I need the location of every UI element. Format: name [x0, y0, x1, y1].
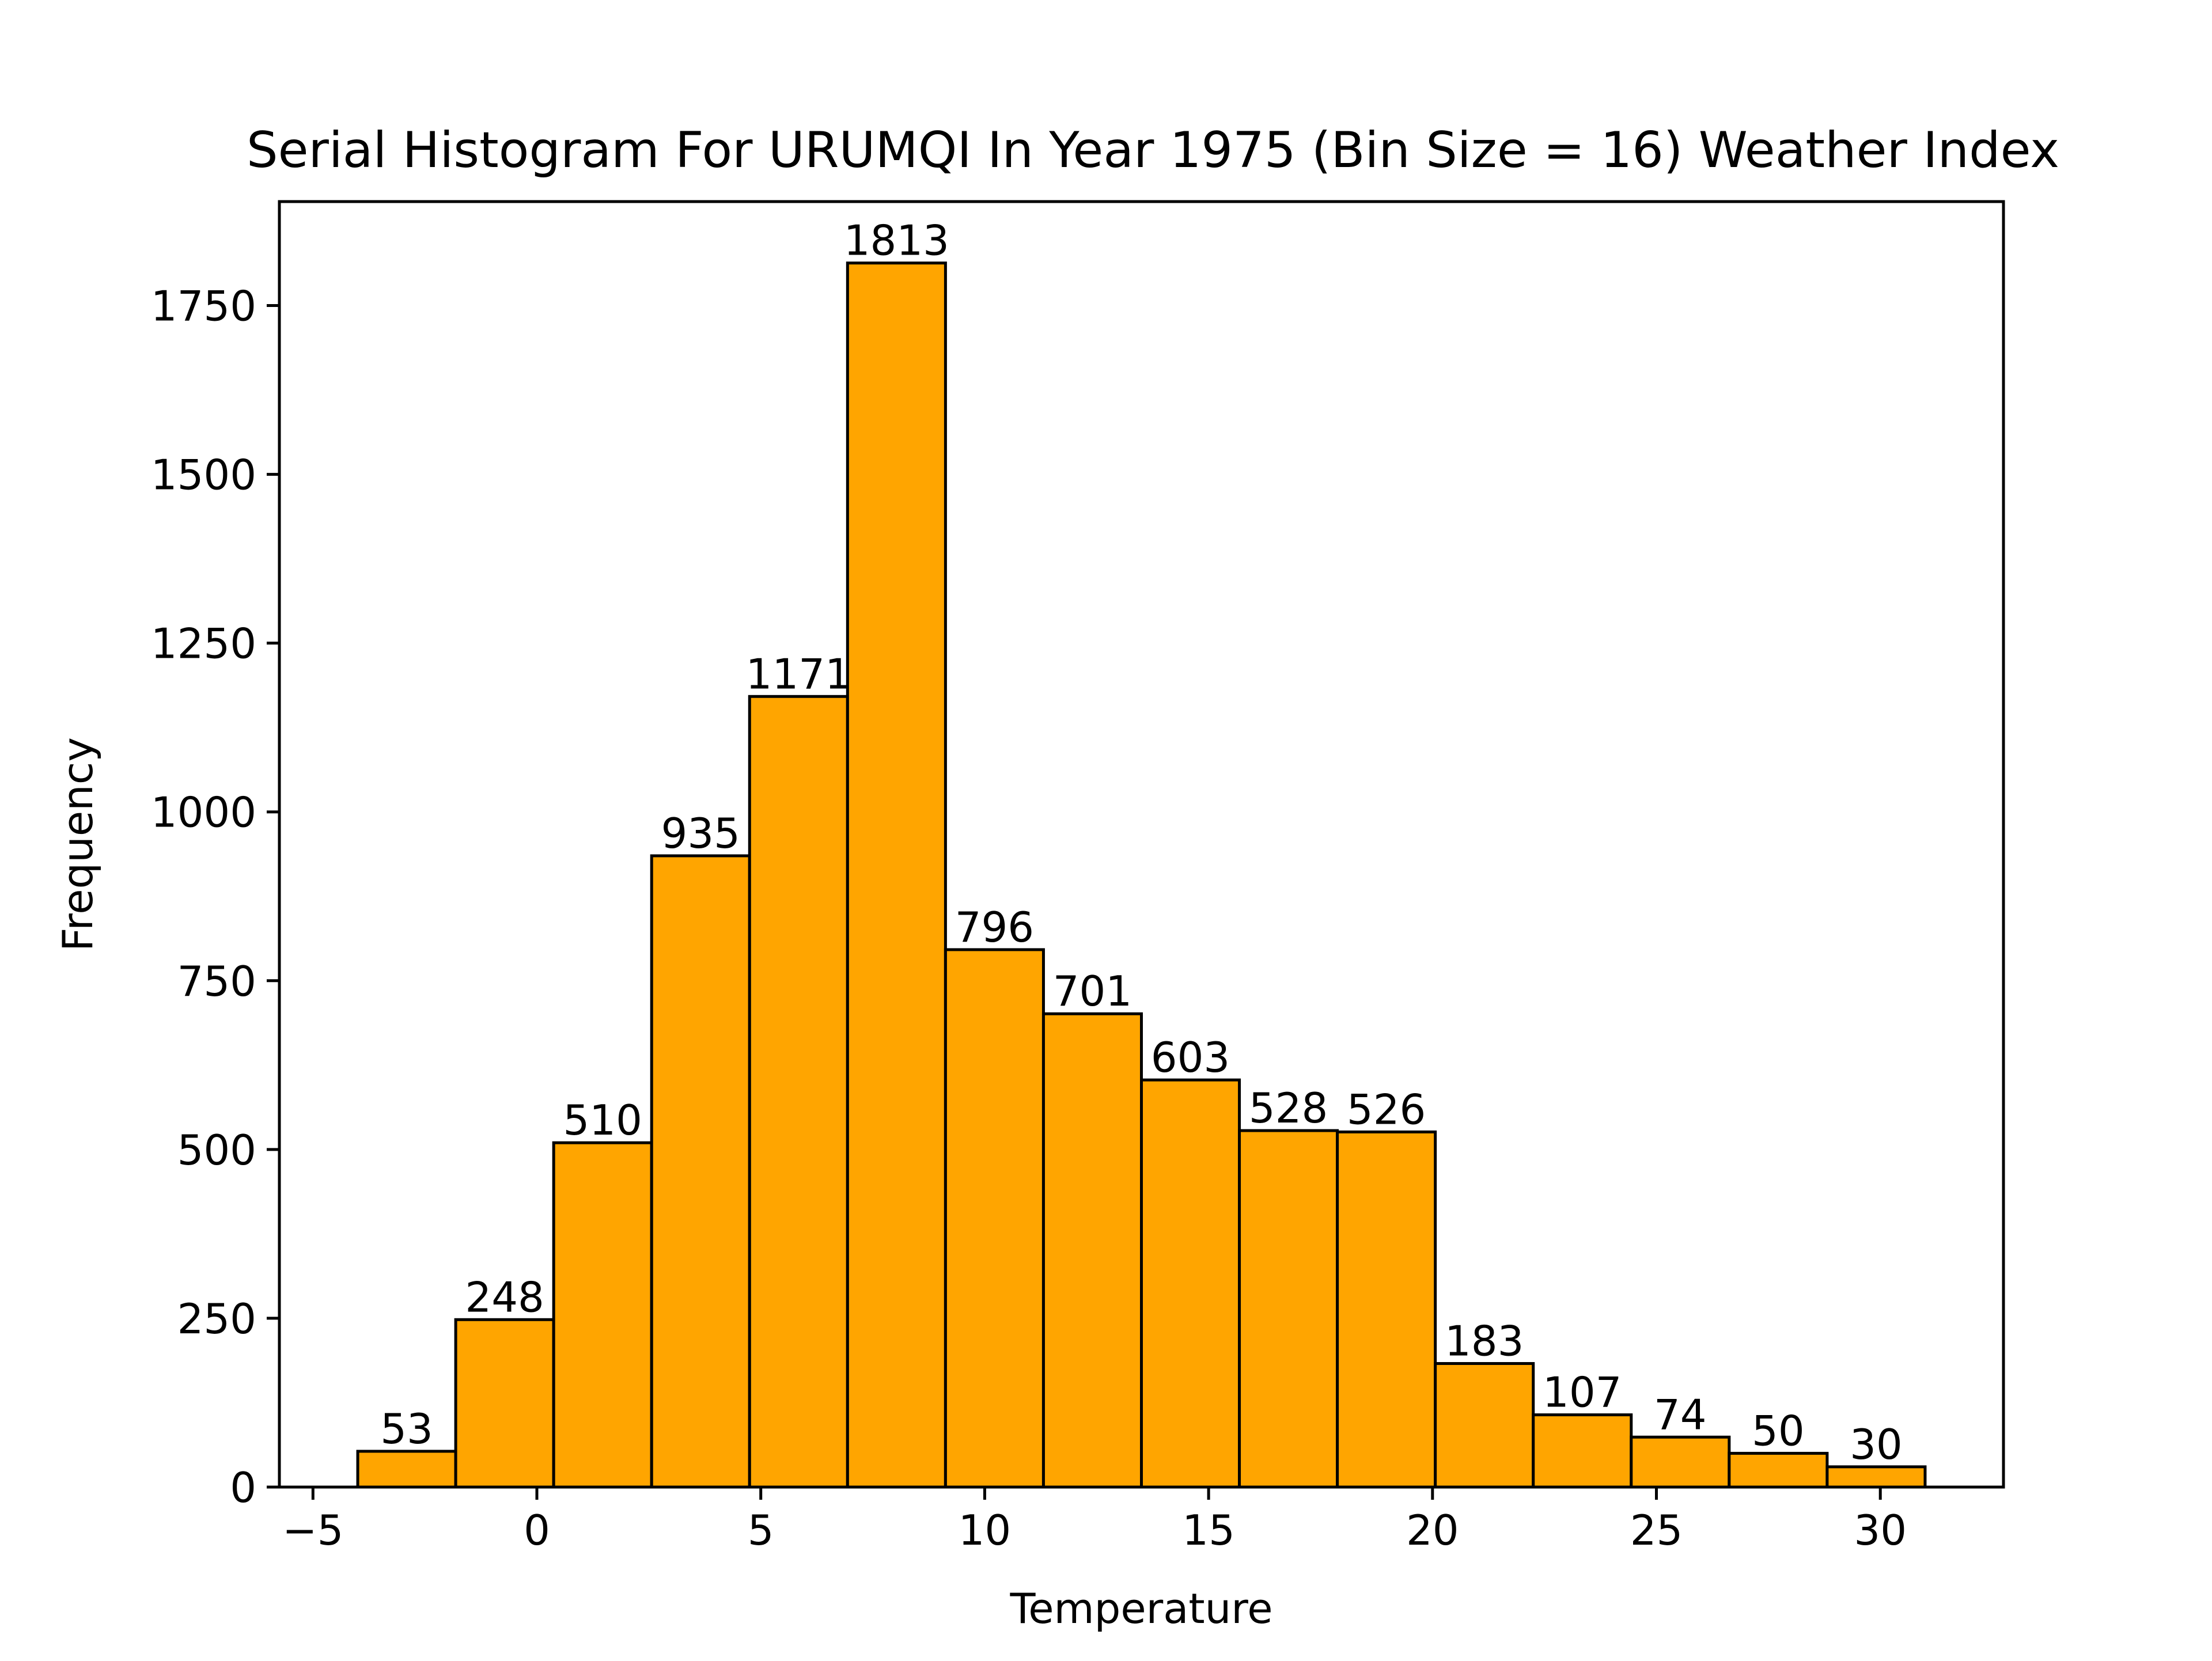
histogram-bar [1630, 1435, 1731, 1489]
bar-value-label: 50 [1752, 1406, 1805, 1455]
histogram-bar [1336, 1130, 1437, 1489]
histogram-bar [1140, 1078, 1241, 1489]
plot-frame [278, 200, 2005, 1489]
histogram-bar [650, 854, 751, 1489]
y-tick-label: 1500 [151, 451, 256, 499]
bar-value-label: 935 [661, 809, 740, 858]
x-axis-label: Temperature [1009, 1584, 1272, 1633]
histogram-bar [748, 695, 849, 1489]
x-tick-label: 25 [1630, 1506, 1683, 1554]
bar-value-label: 30 [1850, 1420, 1903, 1469]
bar-value-label: 796 [955, 903, 1034, 951]
chart-title: Serial Histogram For URUMQI In Year 1975… [247, 122, 2059, 179]
x-axis-ticks: −5 0 5 10 15 20 25 30 [282, 1487, 1907, 1554]
bars-layer [356, 261, 1927, 1489]
y-tick-label: 0 [230, 1463, 256, 1512]
bar-value-label: 603 [1151, 1033, 1230, 1082]
histogram-bar [1825, 1465, 1927, 1489]
x-tick-label: −5 [282, 1506, 343, 1554]
histogram-bar [846, 261, 947, 1489]
histogram-bar [552, 1141, 653, 1489]
bar-value-label: 1813 [844, 217, 949, 265]
bar-value-label: 248 [465, 1273, 544, 1321]
histogram-bar [1238, 1129, 1339, 1489]
bar-value-label: 183 [1445, 1317, 1524, 1365]
bar-value-label: 1171 [746, 650, 851, 698]
histogram-bar [1434, 1362, 1535, 1489]
bar-value-label: 510 [563, 1096, 642, 1144]
bar-value-label: 526 [1347, 1085, 1426, 1133]
histogram-bar [356, 1450, 457, 1489]
y-axis-label: Frequency [54, 737, 102, 951]
x-tick-label: 15 [1182, 1506, 1235, 1554]
bar-labels-layer: 53 248 510 935 1171 1813 796 701 603 528 526 183 107… [380, 217, 1902, 1469]
x-tick-label: 10 [959, 1506, 1012, 1554]
x-tick-label: 20 [1406, 1506, 1459, 1554]
y-tick-label: 1250 [151, 620, 256, 668]
bar-value-label: 74 [1654, 1390, 1707, 1439]
y-tick-label: 500 [177, 1126, 256, 1174]
y-axis-ticks: 0 250 500 750 1000 1250 1500 1750 [151, 282, 279, 1512]
histogram-bar [454, 1318, 555, 1489]
x-tick-label: 5 [748, 1506, 774, 1554]
bar-value-label: 107 [1543, 1368, 1622, 1417]
histogram-bar [1728, 1451, 1829, 1489]
histogram-bar [1532, 1413, 1633, 1489]
x-tick-label: 0 [524, 1506, 550, 1554]
y-tick-label: 1000 [151, 788, 256, 837]
bar-value-label: 53 [380, 1405, 433, 1453]
y-tick-label: 250 [177, 1295, 256, 1343]
bar-value-label: 528 [1249, 1084, 1328, 1132]
bar-value-label: 701 [1053, 967, 1132, 1015]
y-tick-label: 1750 [151, 282, 256, 331]
histogram-bar [1041, 1012, 1143, 1489]
histogram-bar [944, 948, 1045, 1489]
y-tick-label: 750 [177, 957, 256, 1006]
x-tick-label: 30 [1854, 1506, 1907, 1554]
